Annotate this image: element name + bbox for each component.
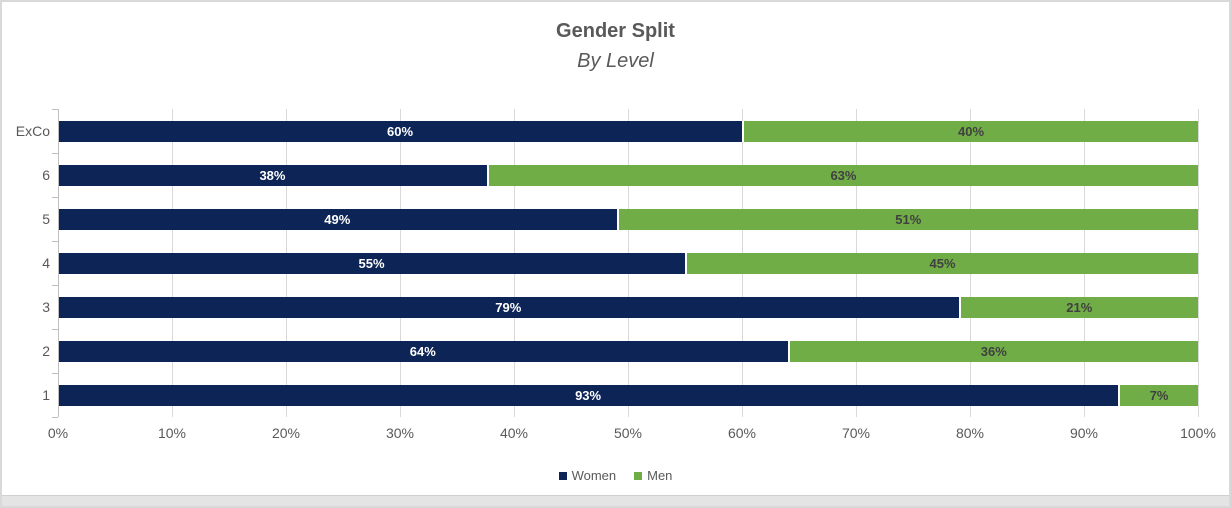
x-axis-tick-label: 20%: [271, 425, 301, 441]
stacked-bar: 49% 51%: [58, 208, 1198, 230]
x-axis-tick-label: 90%: [1069, 425, 1099, 441]
y-axis-tick: [52, 241, 58, 242]
legend-label: Women: [571, 468, 617, 483]
window-bottom-strip: [2, 495, 1229, 506]
stacked-bar: 55% 45%: [58, 252, 1198, 274]
stacked-bar: 60% 40%: [58, 120, 1198, 142]
chart-subtitle: By Level: [577, 50, 654, 72]
men-segment: 21%: [958, 296, 1198, 318]
women-segment: 49%: [58, 208, 617, 230]
category-label: 2: [42, 343, 50, 359]
x-axis-tick-label: 60%: [727, 425, 757, 441]
plot-area: ExCo 60% 40% 6 38% 63% 5 49% 51% 4 55% 45% 3 79% 21% 2 6…: [16, 109, 1199, 418]
x-axis-tick-label: 40%: [499, 425, 529, 441]
women-data-label: 49%: [324, 211, 351, 227]
chart-title: Gender Split: [556, 20, 675, 42]
stacked-bar: 93% 7%: [58, 384, 1198, 406]
men-segment: 7%: [1118, 384, 1198, 406]
y-axis-tick: [52, 285, 58, 286]
category-label: ExCo: [15, 123, 50, 139]
stacked-bar: 64% 36%: [58, 340, 1198, 362]
men-data-label: 36%: [980, 343, 1007, 359]
y-axis-tick: [52, 197, 58, 198]
bar-row: 4 55% 45%: [42, 241, 1198, 285]
men-segment: 40%: [742, 120, 1198, 142]
men-data-label: 40%: [957, 123, 985, 139]
x-axis-tick-label: 80%: [955, 425, 985, 441]
stacked-bar: 38% 63%: [58, 164, 1198, 186]
y-axis-line: [58, 109, 59, 417]
women-segment: 60%: [58, 120, 742, 142]
men-data-label: 45%: [929, 255, 956, 271]
bar-row: 2 64% 36%: [42, 329, 1198, 373]
x-axis-labels: 0% 10% 20% 30% 40% 50% 60% 70% 80% 90% 100%: [48, 425, 1216, 443]
x-axis-tick-label: 30%: [385, 425, 415, 441]
category-label: 6: [42, 167, 50, 183]
x-axis-tick-label: 70%: [841, 425, 871, 441]
women-segment: 93%: [58, 384, 1119, 406]
bar-row: ExCo 60% 40%: [16, 109, 1198, 153]
bar-row: 5 49% 51%: [42, 197, 1198, 241]
women-data-label: 64%: [409, 343, 436, 359]
x-axis-tick-label: 50%: [613, 425, 643, 441]
men-data-label: 21%: [1066, 299, 1093, 315]
legend: Women Men: [2, 468, 1229, 483]
men-data-label: 51%: [895, 211, 922, 227]
men-segment: 51%: [616, 208, 1198, 230]
y-axis-tick: [52, 109, 58, 110]
bar-rows: ExCo 60% 40% 6 38% 63% 5 49% 51% 4 55% 45% 3 79% 21% 2 6…: [16, 109, 1198, 417]
stacked-bar: 79% 21%: [58, 296, 1198, 318]
legend-swatch-icon: [558, 471, 567, 480]
category-label: 1: [42, 387, 50, 403]
legend-swatch-icon: [634, 471, 643, 480]
men-data-label: 7%: [1149, 387, 1169, 403]
women-segment: 55%: [58, 252, 685, 274]
y-axis-tick: [52, 373, 58, 374]
x-axis-tick-label: 10%: [157, 425, 187, 441]
legend-item-men: Men: [634, 468, 672, 483]
women-segment: 38%: [58, 164, 487, 186]
chart-title-block: Gender Split By Level: [2, 16, 1229, 76]
bar-row: 1 93% 7%: [42, 373, 1198, 417]
y-axis-tick: [52, 329, 58, 330]
bar-row: 3 79% 21%: [42, 285, 1198, 329]
category-label: 3: [42, 299, 50, 315]
x-axis-tick-label: 0%: [47, 425, 69, 441]
y-axis-tick: [52, 417, 58, 418]
women-data-label: 93%: [575, 387, 602, 403]
category-label: 5: [42, 211, 50, 227]
men-segment: 45%: [685, 252, 1198, 274]
women-segment: 64%: [58, 340, 788, 362]
gridline: [1198, 109, 1199, 417]
bar-row: 6 38% 63%: [42, 153, 1198, 197]
legend-item-women: Women: [558, 468, 617, 483]
men-data-label: 63%: [830, 167, 857, 183]
category-label: 4: [42, 255, 50, 271]
y-axis-tick: [52, 153, 58, 154]
men-segment: 63%: [486, 164, 1198, 186]
legend-label: Men: [647, 468, 673, 483]
x-axis-tick-label: 100%: [1180, 425, 1216, 441]
women-data-label: 38%: [259, 167, 286, 183]
women-data-label: 60%: [386, 123, 414, 139]
men-segment: 36%: [787, 340, 1198, 362]
women-data-label: 55%: [358, 255, 385, 271]
women-data-label: 79%: [495, 299, 522, 315]
women-segment: 79%: [58, 296, 959, 318]
